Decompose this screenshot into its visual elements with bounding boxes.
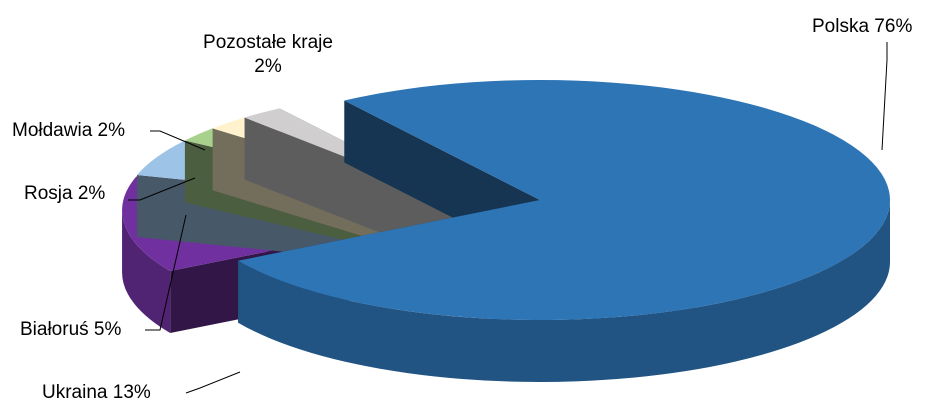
slice-side-polska bbox=[238, 200, 890, 383]
leader-line-moldawia bbox=[150, 130, 206, 151]
leader-line-rosja bbox=[128, 177, 196, 201]
data-label-polska: Polska 76% bbox=[812, 16, 912, 37]
data-label-rosja: Rosja 2% bbox=[24, 183, 105, 204]
data-label-pozostale-kraje: Pozostałe kraje 2% bbox=[203, 32, 333, 77]
slice-top-polska bbox=[238, 80, 890, 320]
data-label-ukraina: Ukraina 13% bbox=[42, 382, 151, 403]
slice-polska bbox=[238, 80, 890, 383]
data-label-bialorus: Białoruś 5% bbox=[20, 319, 121, 340]
leader-line-ukraina bbox=[185, 371, 241, 394]
leader-line-polska bbox=[881, 42, 888, 151]
data-label-moldawia: Mołdawia 2% bbox=[12, 120, 125, 141]
leader-line-bialorus bbox=[145, 214, 187, 331]
slice-side-ukraina bbox=[122, 210, 171, 334]
